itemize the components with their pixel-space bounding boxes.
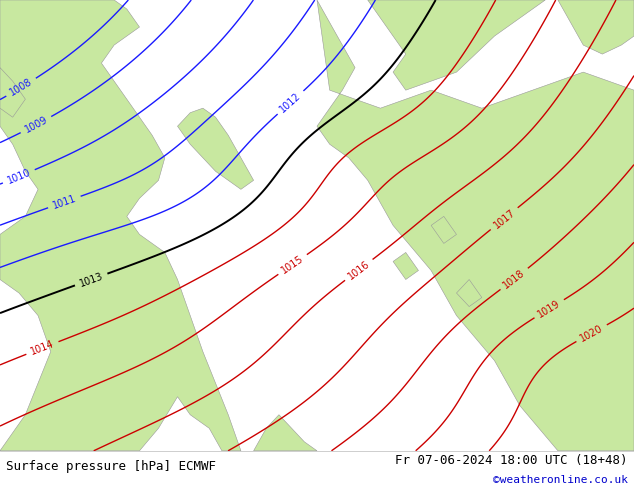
- Text: 1010: 1010: [6, 167, 32, 186]
- Polygon shape: [456, 279, 482, 307]
- Text: 1019: 1019: [536, 298, 562, 319]
- Text: 1012: 1012: [278, 91, 303, 115]
- Polygon shape: [178, 108, 254, 189]
- Text: 1009: 1009: [23, 115, 49, 135]
- Polygon shape: [558, 0, 634, 54]
- Polygon shape: [368, 0, 545, 90]
- Text: 1015: 1015: [280, 253, 306, 275]
- Text: 1016: 1016: [346, 259, 372, 281]
- Polygon shape: [393, 252, 418, 279]
- Text: 1020: 1020: [578, 323, 605, 343]
- Text: 1008: 1008: [8, 77, 34, 98]
- Polygon shape: [254, 415, 317, 451]
- Text: ©weatheronline.co.uk: ©weatheronline.co.uk: [493, 475, 628, 485]
- Text: 1014: 1014: [29, 339, 56, 357]
- Polygon shape: [0, 0, 241, 451]
- Text: 1018: 1018: [501, 268, 527, 291]
- Text: 1011: 1011: [51, 193, 77, 211]
- Text: Fr 07-06-2024 18:00 UTC (18+48): Fr 07-06-2024 18:00 UTC (18+48): [395, 454, 628, 467]
- Text: Surface pressure [hPa] ECMWF: Surface pressure [hPa] ECMWF: [6, 460, 216, 473]
- Polygon shape: [0, 68, 25, 117]
- Text: 1017: 1017: [491, 207, 517, 230]
- Text: 1013: 1013: [78, 270, 105, 289]
- Polygon shape: [431, 217, 456, 244]
- Polygon shape: [317, 0, 634, 451]
